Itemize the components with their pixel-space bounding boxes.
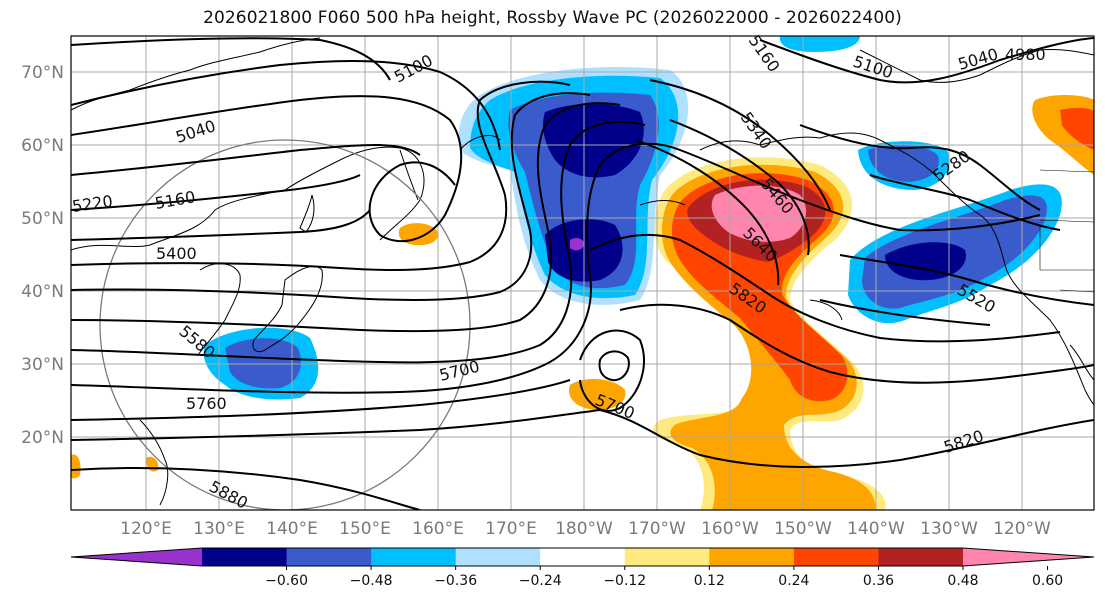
range-circle — [99, 139, 471, 510]
contour-label: 5760 — [186, 394, 227, 413]
positive-anomaly-region — [71, 454, 81, 479]
colorbar-tick-label: 0.24 — [778, 573, 809, 589]
colorbar-extend-low — [71, 548, 202, 566]
colorbar-tick-label: 0.48 — [947, 573, 978, 589]
negative-anomaly-region — [570, 237, 584, 251]
negative-anomaly-region — [885, 242, 966, 281]
lon-label: 150°W — [774, 519, 832, 539]
colorbar-bin — [709, 548, 795, 566]
colorbar-tick-label: 0.36 — [863, 573, 894, 589]
colorbar-tick-label: −0.36 — [434, 573, 477, 589]
lat-label: 20°N — [21, 428, 64, 448]
map-frame — [70, 35, 1095, 511]
colorbar-tick-label: −0.12 — [603, 573, 646, 589]
lon-label: 120°E — [120, 519, 172, 539]
negative-anomaly-region — [868, 145, 939, 182]
positive-anomaly-region — [711, 185, 807, 242]
lat-label: 30°N — [21, 355, 64, 375]
colorbar-tick-label: 0.12 — [694, 573, 725, 589]
height-contours — [71, 37, 1094, 510]
map-title: 2026021800 F060 500 hPa height, Rossby W… — [203, 8, 902, 28]
lon-label: 180°W — [555, 519, 613, 539]
borders — [1039, 169, 1094, 293]
positive-anomaly-region — [1060, 107, 1094, 150]
colorbar-bin — [286, 548, 372, 566]
longitude-labels: 120°E 130°E 140°E 150°E 160°E 170°E 180°… — [120, 519, 1051, 539]
colorbar-tick-label: −0.24 — [519, 573, 562, 589]
contour-label: 4980 — [1005, 45, 1046, 64]
lon-label: 140°W — [847, 519, 905, 539]
positive-anomaly-region — [569, 378, 626, 410]
lat-label: 50°N — [21, 209, 64, 229]
lon-label: 130°W — [920, 519, 978, 539]
contour-label: 5400 — [156, 244, 197, 263]
colorbar-bin — [878, 548, 964, 566]
lon-label: 170°W — [628, 519, 686, 539]
colorbar-outline — [70, 547, 1095, 567]
latitude-labels: 70°N 60°N 50°N 40°N 30°N 20°N — [21, 63, 64, 448]
colorbar: −0.60 −0.48 −0.36 −0.24 −0.12 0.12 0.24 0.36 0.4… — [70, 547, 1095, 589]
lon-label: 140°E — [266, 519, 318, 539]
colorbar-tick-label: −0.60 — [265, 573, 308, 589]
colorbar-bin — [624, 548, 710, 566]
colorbar-bin — [455, 548, 541, 566]
colorbar-bin — [202, 548, 288, 566]
colorbar-bin — [793, 548, 879, 566]
negative-anomaly-region — [779, 36, 860, 52]
lat-label: 60°N — [21, 136, 64, 156]
colorbar-bin — [540, 548, 626, 566]
lon-label: 160°W — [701, 519, 759, 539]
colorbar-tick-label: −0.48 — [350, 573, 393, 589]
lon-label: 150°E — [339, 519, 391, 539]
lon-label: 160°E — [412, 519, 464, 539]
colorbar-bin — [371, 548, 457, 566]
negative-anomaly-region — [225, 338, 301, 389]
lon-label: 130°E — [193, 519, 245, 539]
colorbar-tick-label: 0.60 — [1032, 573, 1063, 589]
lat-label: 70°N — [21, 63, 64, 83]
lon-label: 120°W — [993, 519, 1051, 539]
colorbar-extend-high — [963, 548, 1094, 566]
lat-label: 40°N — [21, 282, 64, 302]
lon-label: 170°E — [485, 519, 537, 539]
coastlines — [71, 37, 1094, 506]
